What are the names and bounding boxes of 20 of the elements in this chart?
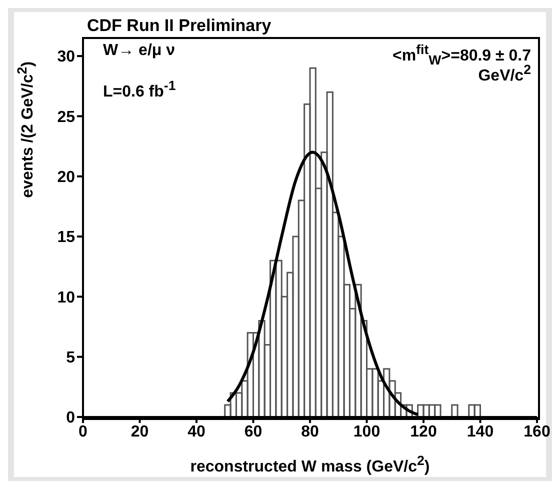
- x-tick-label: 0: [78, 423, 88, 440]
- y-tick-label: 20: [57, 169, 76, 186]
- y-tick-label: 15: [57, 229, 76, 246]
- x-axis-title: reconstructed W mass (GeV/c$^{2}$): [189, 453, 431, 476]
- x-tick-label: 40: [188, 423, 206, 440]
- x-tick-label: 20: [130, 423, 149, 440]
- x-tick-label: 60: [244, 423, 262, 440]
- annotation: L=0.6 fb$^{-1}$: [103, 78, 176, 102]
- y-tick-label: 30: [57, 48, 76, 66]
- y-tick-label: 25: [57, 108, 76, 126]
- x-tick-label: 140: [466, 423, 494, 440]
- y-tick-label: 0: [66, 410, 76, 427]
- chart-title: CDF Run II Preliminary: [87, 16, 272, 36]
- y-tick-label: 10: [57, 289, 76, 306]
- x-tick-label: 100: [353, 423, 380, 440]
- x-tick-label: 80: [301, 423, 319, 440]
- x-tick-label: 120: [410, 423, 437, 440]
- y-tick-label: 5: [66, 350, 76, 367]
- annotation: W→ e/μ ν: [103, 42, 176, 60]
- x-tick-label: 160: [524, 423, 550, 440]
